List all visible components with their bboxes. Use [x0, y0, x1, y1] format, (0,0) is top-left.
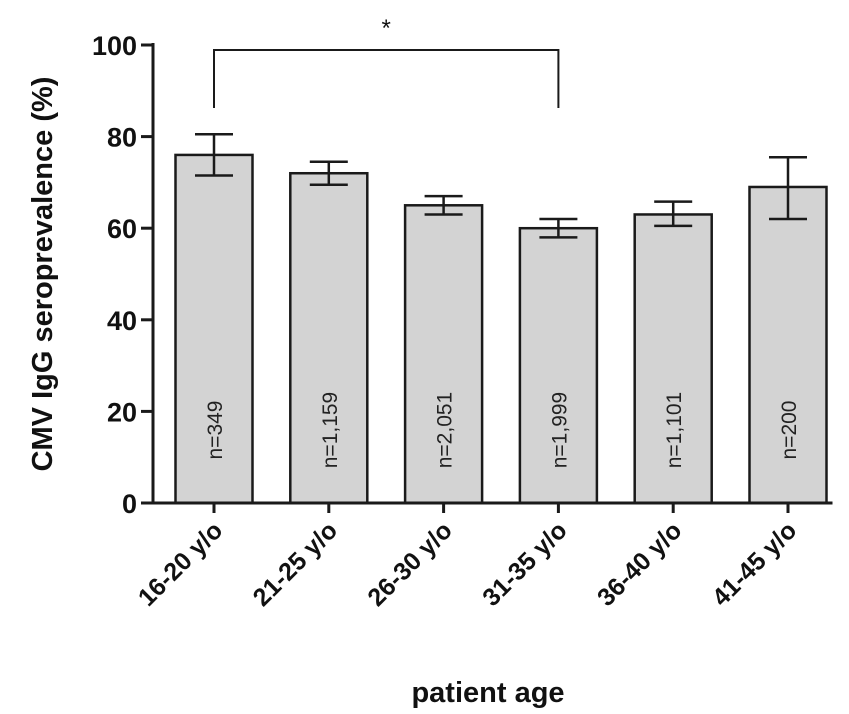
bar-1: [174, 153, 254, 505]
x-tick-label-3: 26-30 y/o: [362, 516, 457, 611]
bar-2: [289, 171, 369, 505]
x-tick-label-6: 41-45 y/o: [707, 516, 802, 611]
plot-area: n=349 n=1,159 n=2,051 n=1,999 n=1,101 n=200 0 2…: [92, 15, 833, 612]
significance-marker: *: [382, 15, 391, 42]
y-tick-label-0: 0: [122, 489, 137, 519]
y-tick-label-80: 80: [107, 123, 137, 153]
bar-6: [748, 185, 828, 505]
x-tick-label-2: 21-25 y/o: [248, 516, 343, 611]
significance-bracket: [213, 49, 560, 108]
bar-4: [518, 226, 599, 505]
y-tick-label-100: 100: [92, 31, 137, 61]
x-axis-label: patient age: [411, 677, 564, 709]
y-tick-label-60: 60: [107, 214, 137, 244]
y-tick-label-40: 40: [107, 306, 137, 336]
sample-size-label-6: n=200: [778, 401, 801, 460]
y-tick-label-20: 20: [107, 397, 137, 427]
sample-size-label-3: n=2,051: [434, 392, 457, 469]
sample-size-label-2: n=1,159: [319, 392, 342, 469]
sample-size-label-5: n=1,101: [663, 392, 686, 469]
x-tick-label-1: 16-20 y/o: [133, 516, 228, 611]
x-tick-label-4: 31-35 y/o: [477, 516, 572, 611]
y-axis-label: CMV IgG seroprevalence (%): [27, 77, 59, 472]
x-tick-label-5: 36-40 y/o: [592, 516, 687, 611]
sample-size-label-4: n=1,999: [548, 392, 571, 469]
sample-size-label-1: n=349: [204, 401, 227, 460]
